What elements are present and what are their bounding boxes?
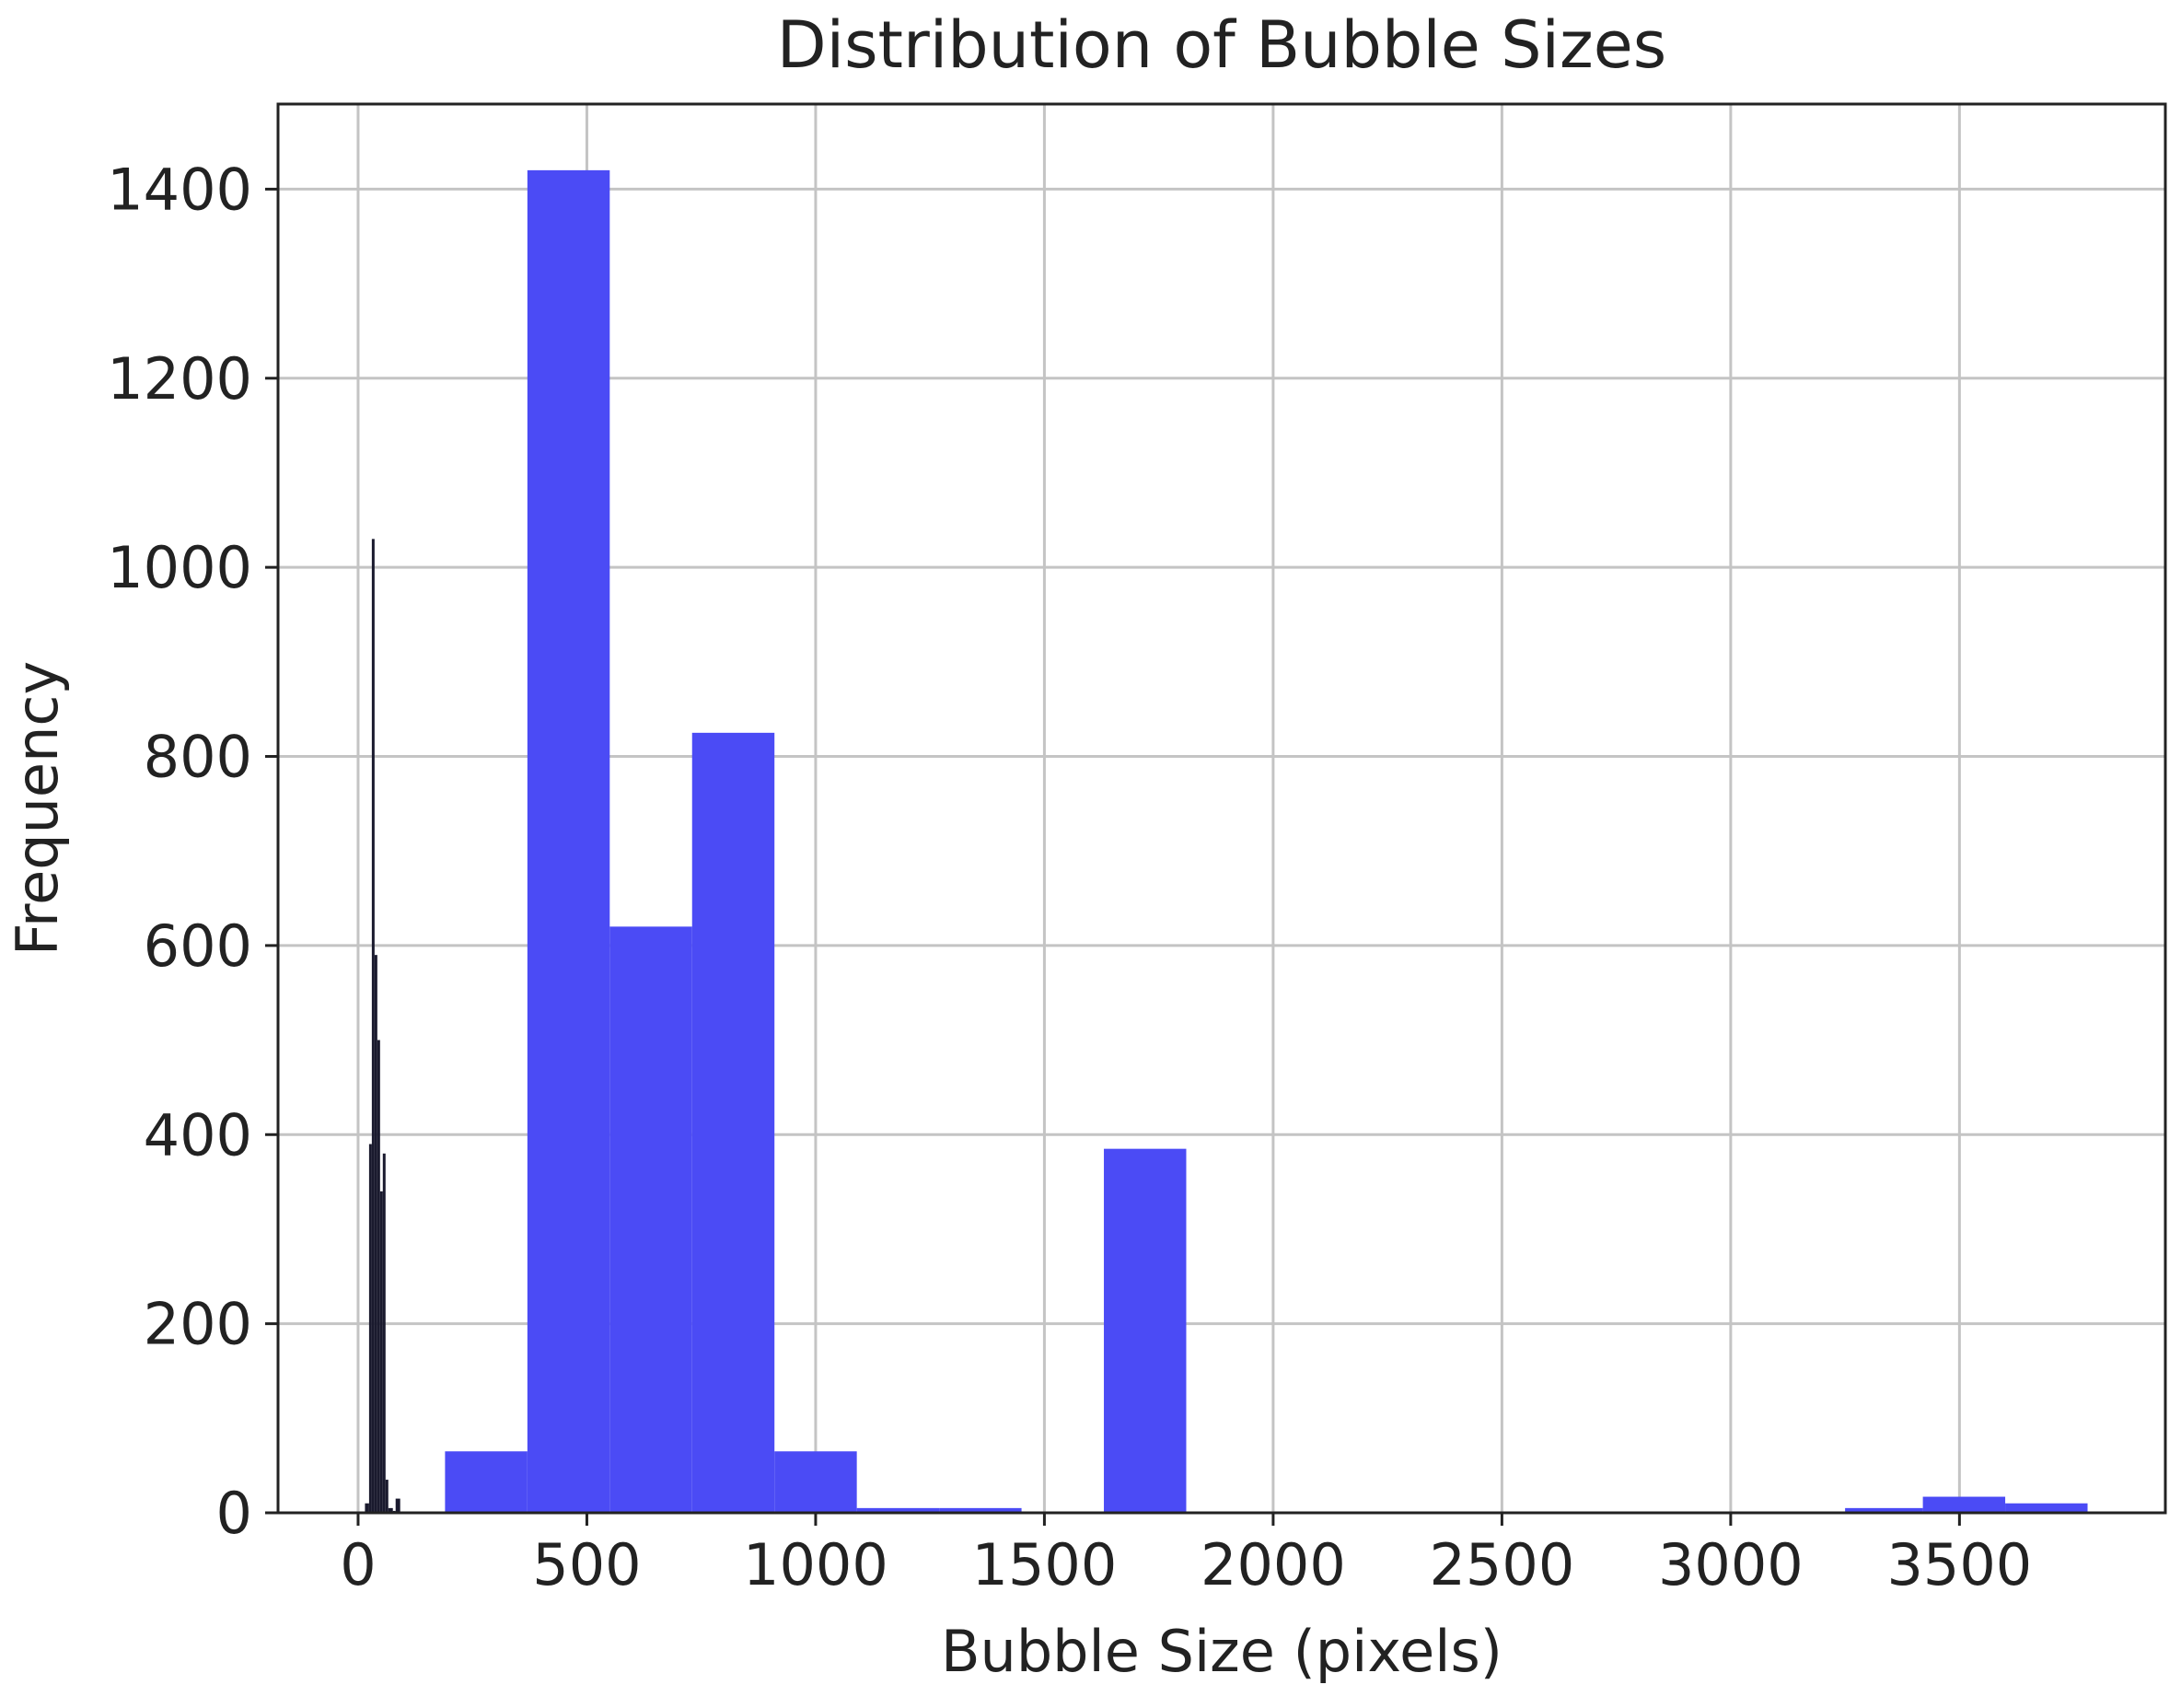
histogram-bar-s0-9 <box>1845 1507 1923 1513</box>
bars <box>365 169 2088 1514</box>
histogram-bar-s1-2 <box>371 539 375 1513</box>
y-tick-label-0: 0 <box>216 1480 252 1547</box>
histogram-bar-s0-8 <box>1104 1148 1187 1513</box>
histogram-bar-s1-5 <box>379 1191 383 1513</box>
x-tick-label-2500: 2500 <box>1429 1531 1574 1598</box>
histogram-bar-s1-10 <box>395 1498 400 1513</box>
x-tick-label-3000: 3000 <box>1658 1531 1804 1598</box>
histogram-bar-s0-11 <box>2005 1503 2088 1513</box>
histogram-bar-s1-4 <box>377 1040 380 1513</box>
x-tick-label-0: 0 <box>340 1531 376 1598</box>
x-axis-label: Bubble Size (pixels) <box>941 1618 1502 1685</box>
ticks: 0 500 1000 1500 2000 2500 3000 3500 0 200 400 600 80… <box>107 156 2032 1598</box>
histogram-bar-s0-5 <box>856 1507 940 1513</box>
plot-frame <box>276 102 2167 1515</box>
histogram-bar-s0-6 <box>939 1507 1022 1513</box>
histogram-bar-s1-8 <box>388 1507 393 1513</box>
histogram-bar-s1-6 <box>382 1153 386 1513</box>
histogram-bar-s0-10 <box>1922 1496 2006 1513</box>
y-tick-label-1000: 1000 <box>107 534 252 601</box>
y-tick-label-1400: 1400 <box>107 156 252 223</box>
x-tick-label-1000: 1000 <box>743 1531 888 1598</box>
x-tick-label-3500: 3500 <box>1886 1531 2032 1598</box>
histogram-bar-s0-4 <box>774 1451 857 1513</box>
y-axis-label: Frequency <box>4 661 71 956</box>
y-tick-label-400: 400 <box>144 1101 252 1168</box>
y-tick-label-800: 800 <box>144 724 252 791</box>
x-tick-label-500: 500 <box>532 1531 641 1598</box>
x-tick-label-1500: 1500 <box>972 1531 1118 1598</box>
y-tick-label-1200: 1200 <box>107 345 252 412</box>
chart-title: Distribution of Bubble Sizes <box>777 7 1667 83</box>
histogram-bar-s0-0 <box>445 1451 528 1513</box>
histogram-bar-s0-3 <box>691 732 775 1513</box>
histogram-bar-s0-1 <box>527 169 610 1514</box>
histogram-bar-s1-0 <box>365 1503 369 1513</box>
y-tick-label-600: 600 <box>144 912 252 980</box>
histogram-bar-s1-3 <box>374 955 377 1513</box>
histogram-bar-s0-2 <box>609 926 692 1513</box>
histogram-bar-s1-7 <box>385 1480 389 1513</box>
y-tick-label-200: 200 <box>144 1291 252 1358</box>
x-tick-label-2000: 2000 <box>1201 1531 1346 1598</box>
histogram-bar-s1-1 <box>368 1144 372 1513</box>
